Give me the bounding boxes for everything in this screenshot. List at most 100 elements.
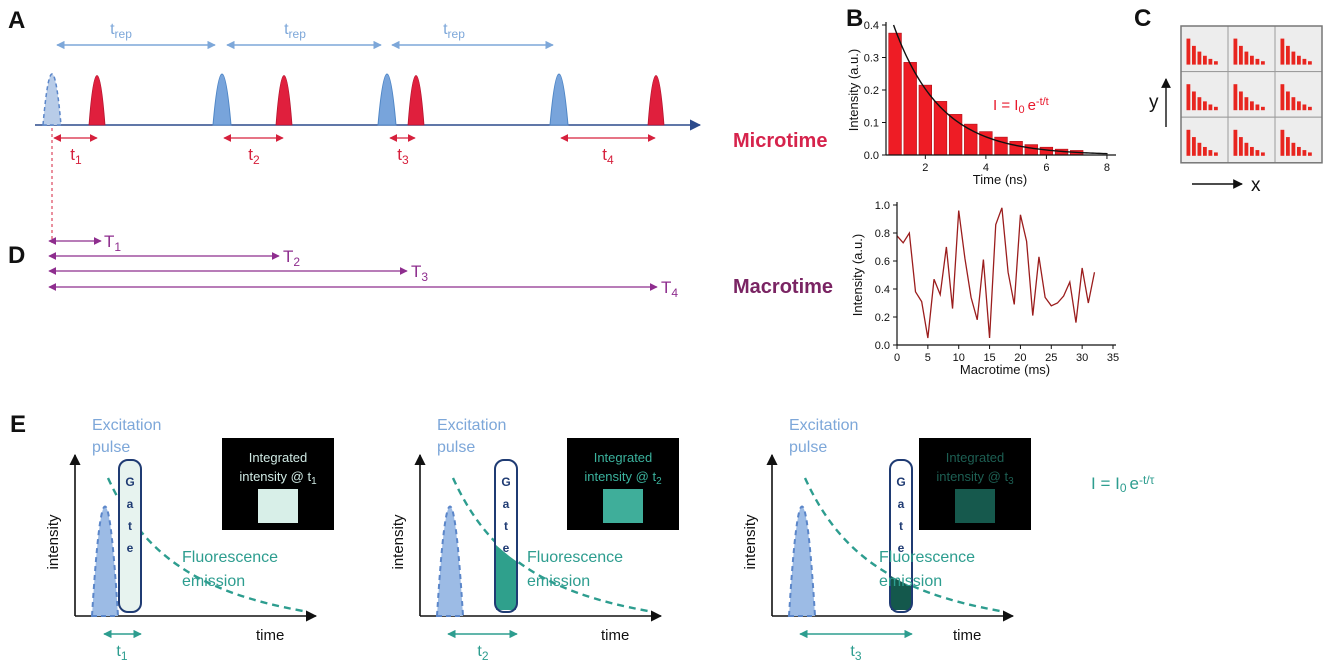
mini-histogram-bar [1239, 45, 1243, 65]
fluorescence-decay-curve [106, 477, 304, 613]
x-tick-label: 6 [1043, 162, 1049, 174]
x-tick-label: 8 [1104, 162, 1110, 174]
trace-xlabel: Macrotime (ms) [960, 362, 1050, 377]
mini-histogram-bar [1192, 137, 1196, 156]
fluorescence-label-line1: Fluorescence [527, 549, 623, 566]
gated-signal-area [496, 545, 516, 610]
intensity-axis-label: intensity [45, 514, 62, 570]
exponential-fit-curve [892, 24, 1108, 155]
mini-histogram-bar [1214, 152, 1218, 156]
y-tick-label: 0.0 [875, 340, 890, 352]
panel-b-label: B [846, 5, 863, 32]
mini-histogram-bar [1286, 45, 1290, 65]
t1-label: t1 [70, 145, 82, 167]
x-tick-label: 30 [1076, 352, 1088, 364]
panel-e-label: E [10, 411, 26, 438]
y-tick-label: 0.4 [864, 20, 879, 32]
excitation-label-line2: pulse [92, 439, 130, 456]
decay-bar [933, 101, 948, 156]
mini-histogram-bar [1291, 51, 1296, 65]
integrated-text-line2: intensity @ t1 [239, 469, 317, 487]
trep-label-1: trep [110, 21, 132, 41]
fluorescence-decay-curve [803, 477, 1001, 613]
gate-delay-label: t2 [477, 643, 488, 660]
mini-histogram-bar [1214, 106, 1218, 111]
emission-pulse-1 [88, 75, 106, 126]
gate-window [494, 459, 518, 613]
excitation-pulse [435, 505, 465, 617]
gate-letter: a [127, 497, 134, 511]
mini-histogram-bar [1203, 55, 1207, 65]
fluorescence-label-line1: Fluorescence [182, 549, 278, 566]
fluorescence-label-line2: emission [527, 573, 590, 590]
macrotime-title: Macrotime [733, 276, 833, 298]
decay-bar [1024, 144, 1038, 156]
mini-histogram-bar [1239, 137, 1243, 156]
decay-histogram-chart: 2 4 6 8 0.0 0.1 0.2 0.3 0.4 [864, 20, 1116, 174]
y-axis-label: y [1149, 92, 1159, 113]
mini-histogram-bar [1197, 142, 1202, 156]
panel-a-label: A [8, 7, 25, 34]
mini-histogram-bar [1302, 150, 1307, 156]
gate-window [118, 459, 142, 613]
gate-letter: e [127, 541, 134, 555]
x-tick-label: 0 [894, 352, 900, 364]
mini-histogram-bar [1244, 142, 1249, 156]
t4-label: t4 [602, 145, 614, 167]
y-tick-label: 0.2 [864, 85, 879, 97]
excitation-label-line2: pulse [789, 439, 827, 456]
excitation-pulse-1-dashed [42, 73, 62, 126]
mini-histogram-bar [1233, 84, 1238, 111]
intensity-axis-label: intensity [390, 514, 407, 570]
panel-c-label: C [1134, 5, 1151, 32]
y-tick-label: 0.1 [864, 118, 879, 130]
mini-histogram-bar [1186, 84, 1191, 111]
mini-histogram-bar [1291, 97, 1296, 111]
time-axis-label: time [953, 627, 981, 644]
gate-subpanel-2: Excitation pulse intensity time G a t e … [390, 417, 679, 660]
gate-delay-label: t3 [850, 643, 861, 660]
excitation-pulse [787, 505, 817, 617]
mini-histogram-bar [1197, 51, 1202, 65]
y-tick-label: 1.0 [875, 200, 890, 212]
mini-histogram-bar [1261, 61, 1265, 65]
integrated-text-line1: Integrated [249, 450, 308, 465]
mini-histogram-bar [1302, 104, 1307, 111]
mini-histogram-bar [1186, 38, 1191, 65]
gate-window-fill [890, 460, 912, 612]
mini-histogram-bar [1233, 38, 1238, 65]
decay-bar [888, 32, 902, 156]
excitation-label-line1: Excitation [789, 417, 858, 434]
gate-letter: e [898, 541, 905, 555]
integrated-text-line2: intensity @ t3 [936, 469, 1014, 487]
time-axis-label: time [256, 627, 284, 644]
gate-subpanel-3: Excitation pulse intensity time G a t e … [742, 417, 1031, 660]
trace-ylabel: Intensity (a.u.) [850, 234, 865, 316]
x-tick-label: 20 [1014, 352, 1026, 364]
excitation-pulse [90, 505, 120, 617]
t3-label: t3 [397, 145, 409, 167]
integrated-intensity-pixel [603, 489, 643, 523]
decay-bar [903, 62, 917, 156]
excitation-label-line1: Excitation [437, 417, 506, 434]
x-tick-label: 25 [1045, 352, 1057, 364]
mini-histogram-bar [1197, 97, 1202, 111]
mini-histogram-bar [1233, 129, 1238, 156]
y-tick-label: 0.8 [875, 228, 890, 240]
mini-histogram-bar [1302, 58, 1307, 65]
emission-pulse-2 [275, 75, 293, 126]
integrated-intensity-pixel [258, 489, 298, 523]
x-tick-label: 5 [925, 352, 931, 364]
mini-histogram-bar [1203, 101, 1207, 111]
mini-histogram-bar [1250, 101, 1254, 111]
mini-histogram-bar [1297, 101, 1301, 111]
panel-e: E Excitation pulse intensity time G a t … [10, 411, 1155, 660]
panel-a: A trep trep trep t1 t2 t3 t4 Microtime [8, 7, 827, 167]
trep-label-2: trep [284, 21, 306, 41]
panel-d: D T1 T2 T3 T4 Macrotime [8, 128, 833, 300]
T1-label: T1 [104, 232, 121, 254]
T3-label: T3 [411, 262, 428, 284]
mini-histogram-bar [1280, 84, 1285, 111]
mini-histogram-bar [1239, 91, 1243, 111]
mini-histogram-bar [1214, 61, 1218, 65]
